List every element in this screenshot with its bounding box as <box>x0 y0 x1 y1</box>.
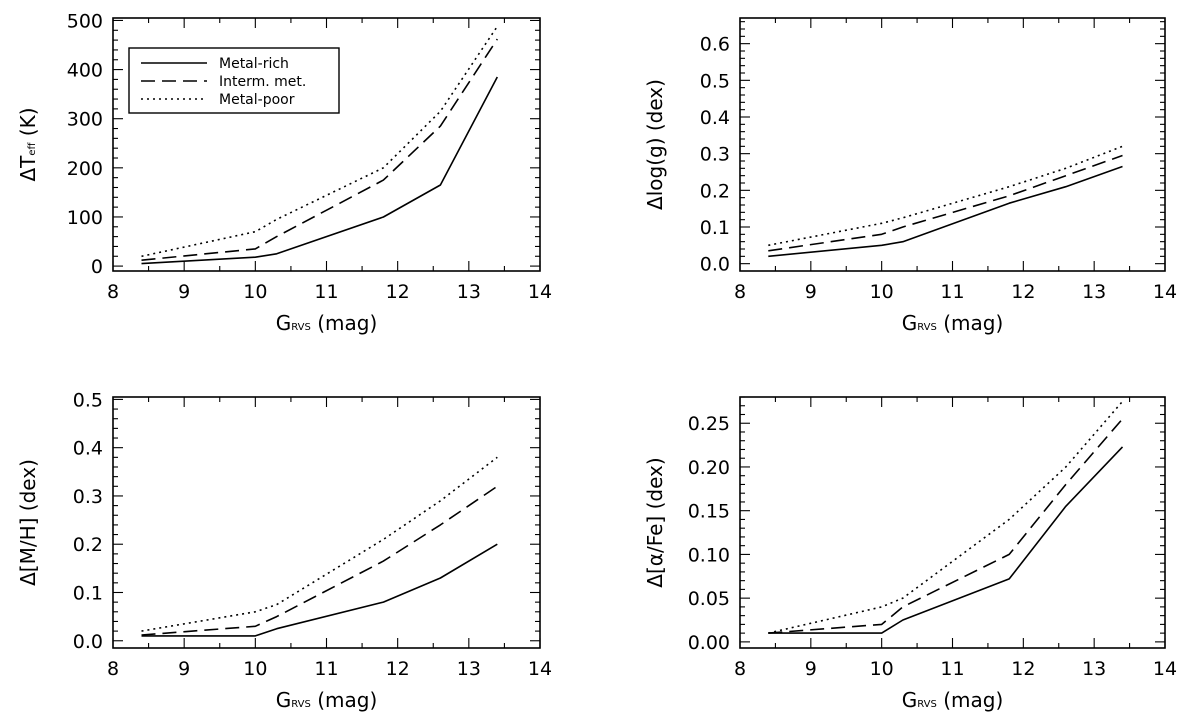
x-tick-label: 11 <box>314 281 338 303</box>
y-tick-label: 100 <box>67 207 103 229</box>
x-tick-label: 9 <box>178 658 190 680</box>
x-tick-label: 13 <box>1082 658 1106 680</box>
x-tick-label: 14 <box>528 281 552 303</box>
legend-label: Interm. met. <box>219 74 306 90</box>
plot-frame <box>739 17 1166 272</box>
series-metal-poor <box>141 25 498 258</box>
y-tick-label: 0.3 <box>73 486 103 508</box>
series-interm-met <box>768 154 1123 252</box>
panel-teff: 8 9 10 11 12 13 14 0 100 200 300 400 500 GRVS (mag) ΔT… <box>16 10 552 335</box>
x-tick-label: 13 <box>1082 281 1106 303</box>
y-tick-label: 300 <box>67 109 103 131</box>
x-tick-label: 8 <box>107 658 119 680</box>
y-tick-label: 400 <box>67 60 103 82</box>
x-tick-label: 12 <box>386 281 410 303</box>
y-tick-label: 0.00 <box>688 632 730 654</box>
x-tick-label: 13 <box>457 281 481 303</box>
plot-frame <box>739 396 1166 649</box>
x-tick-label: 11 <box>314 658 338 680</box>
x-axis-label: GRVS (mag) <box>276 311 378 335</box>
y-tick-label: 500 <box>67 10 103 32</box>
x-axis-label: GRVS (mag) <box>276 688 378 712</box>
panel-mh: 8 9 10 11 12 13 14 0.0 0.1 0.2 0.3 0.4 0.5 GRVS (mag)… <box>16 389 552 712</box>
y-tick-label: 0.20 <box>688 457 730 479</box>
legend-label: Metal-poor <box>219 92 295 108</box>
y-tick-label: 0.4 <box>700 107 730 129</box>
series-interm-met <box>141 38 498 261</box>
x-tick-label: 9 <box>805 658 817 680</box>
panel-logg: 8 9 10 11 12 13 14 0.0 0.1 0.2 0.3 0.4 0.5 0.6 GRVS (m… <box>643 17 1177 335</box>
legend: Metal-rich Interm. met. Metal-poor <box>128 47 340 114</box>
x-tick-label: 10 <box>870 281 894 303</box>
x-tick-label: 11 <box>940 281 964 303</box>
series-metal-poor <box>768 145 1123 247</box>
y-tick-label: 200 <box>67 158 103 180</box>
series-metal-rich <box>141 76 499 265</box>
y-tick-label: 0.10 <box>688 544 730 566</box>
y-tick-label: 0 <box>91 256 103 278</box>
x-tick-label: 8 <box>107 281 119 303</box>
series-metal-rich <box>141 543 498 637</box>
series-metal-poor <box>141 456 498 632</box>
series-metal-rich <box>768 446 1124 634</box>
x-axis-label: GRVS (mag) <box>902 688 1004 712</box>
y-tick-label: 0.0 <box>700 254 730 276</box>
x-tick-label: 10 <box>870 658 894 680</box>
x-axis-label: GRVS (mag) <box>902 311 1004 335</box>
plot-frame <box>112 396 541 649</box>
x-tick-label: 14 <box>528 658 552 680</box>
y-tick-label: 0.15 <box>688 501 730 523</box>
y-axis-label: Δ[α/Fe] (dex) <box>643 457 667 587</box>
y-tick-label: 0.6 <box>700 34 730 56</box>
x-tick-label: 9 <box>805 281 817 303</box>
x-tick-label: 9 <box>178 281 190 303</box>
y-tick-label: 0.5 <box>700 70 730 92</box>
y-tick-label: 0.0 <box>73 631 103 653</box>
y-tick-label: 0.05 <box>688 588 730 610</box>
x-tick-label: 11 <box>940 658 964 680</box>
panel-alphafe: 8 9 10 11 12 13 14 0.00 0.05 0.10 0.15 0.20 0.25 GRVS… <box>643 396 1177 712</box>
x-tick-label: 12 <box>1011 658 1035 680</box>
legend-label: Metal-rich <box>219 56 289 72</box>
y-axis-label: Δ[M/H] (dex) <box>16 459 40 586</box>
series-metal-rich <box>768 165 1123 258</box>
y-tick-label: 0.2 <box>700 180 730 202</box>
y-tick-label: 0.4 <box>73 438 103 460</box>
y-axis-label: Δlog(g) (dex) <box>643 79 667 210</box>
x-tick-label: 14 <box>1153 658 1177 680</box>
y-tick-label: 0.1 <box>700 217 730 239</box>
x-tick-label: 8 <box>734 281 746 303</box>
x-tick-label: 10 <box>243 281 267 303</box>
y-tick-label: 0.3 <box>700 144 730 166</box>
x-tick-label: 14 <box>1153 281 1177 303</box>
x-tick-label: 8 <box>734 658 746 680</box>
y-tick-label: 0.1 <box>73 582 103 604</box>
x-tick-label: 12 <box>1011 281 1035 303</box>
y-tick-label: 0.5 <box>73 389 103 411</box>
y-tick-label: 0.2 <box>73 534 103 556</box>
y-axis-label: ΔTeff (K) <box>16 107 40 181</box>
series-interm-met <box>768 418 1124 634</box>
x-tick-label: 12 <box>386 658 410 680</box>
y-tick-label: 0.25 <box>688 413 730 435</box>
series-interm-met <box>141 485 498 636</box>
x-tick-label: 10 <box>243 658 267 680</box>
x-tick-label: 13 <box>457 658 481 680</box>
series-metal-poor <box>768 400 1124 634</box>
